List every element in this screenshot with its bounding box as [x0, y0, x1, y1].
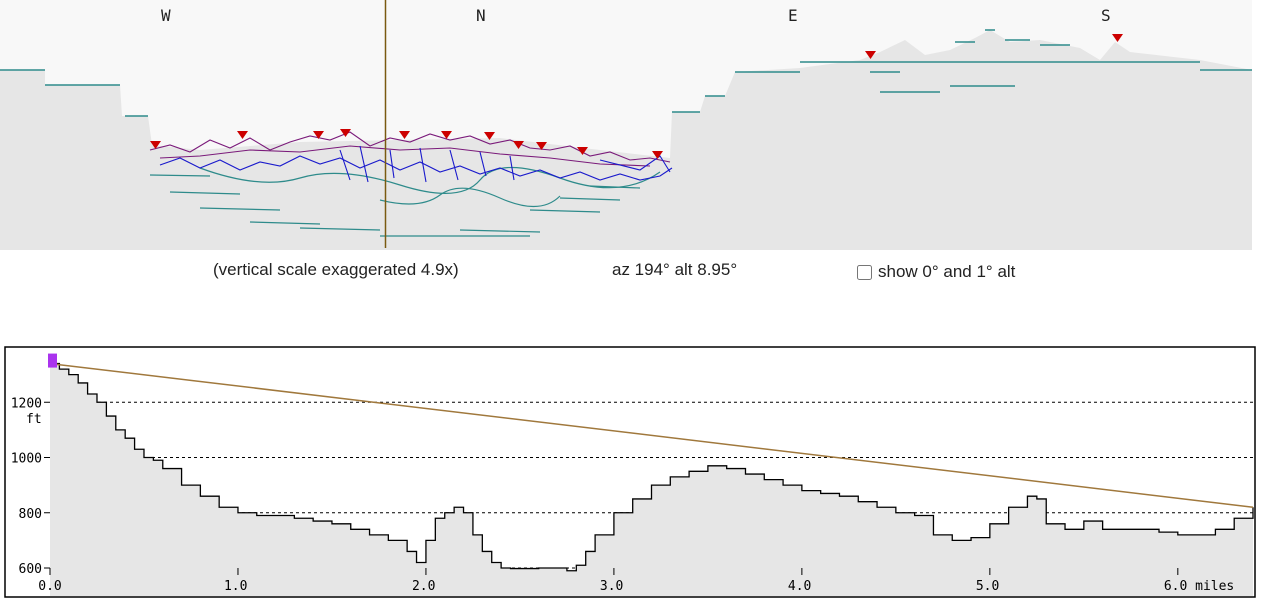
x-tick-label: 6.0 miles	[1164, 579, 1234, 594]
compass-west: W	[161, 6, 171, 25]
peak-marker[interactable]	[313, 131, 324, 139]
peak-marker[interactable]	[536, 142, 547, 150]
peak-marker[interactable]	[513, 141, 524, 149]
elevation-profile-chart[interactable]: 1200 1000 800 600 0.0 1.0 2.0 3.0 4.0 5.0 6.0 mil…	[0, 346, 1261, 604]
x-tick-label: 2.0	[412, 579, 435, 594]
x-tick-label: 3.0	[600, 579, 623, 594]
peak-marker[interactable]	[399, 131, 410, 139]
peak-marker[interactable]	[150, 141, 161, 149]
y-axis-unit: ft	[26, 412, 42, 427]
x-axis-ticks: 0.0 1.0 2.0 3.0 4.0 5.0 6.0 miles	[38, 568, 1234, 594]
y-tick-label: 600	[19, 562, 42, 577]
show-alt-lines-toggle[interactable]: show 0° and 1° alt	[857, 260, 1015, 284]
x-tick-label: 4.0	[788, 579, 811, 594]
far-ridge-lines	[0, 29, 1252, 117]
peak-marker[interactable]	[865, 51, 876, 59]
x-tick-label: 5.0	[976, 579, 999, 594]
peak-markers	[150, 34, 1123, 159]
near-ridge-lines	[149, 166, 661, 237]
show-alt-lines-checkbox[interactable]	[857, 264, 872, 280]
x-tick-label: 1.0	[224, 579, 247, 594]
peak-marker[interactable]	[237, 131, 248, 139]
y-tick-label: 1000	[11, 452, 42, 467]
compass-east: E	[788, 6, 798, 25]
peak-marker[interactable]	[652, 151, 663, 159]
y-tick-label: 1200	[11, 396, 42, 411]
view-direction-readout: az 194° alt 8.95°	[612, 260, 738, 279]
compass-south: S	[1101, 6, 1111, 25]
x-tick-label: 0.0	[38, 579, 61, 594]
peak-marker[interactable]	[484, 132, 495, 140]
compass-north: N	[476, 6, 486, 25]
peak-marker[interactable]	[340, 129, 351, 137]
show-alt-lines-label: show 0° and 1° alt	[878, 262, 1016, 281]
horizon-silhouette	[0, 30, 1252, 250]
peak-marker[interactable]	[1112, 34, 1123, 42]
vertical-scale-caption: (vertical scale exaggerated 4.9x)	[213, 260, 459, 279]
panorama-view[interactable]	[0, 0, 1252, 250]
y-tick-label: 800	[19, 507, 42, 522]
observer-marker[interactable]	[48, 353, 57, 368]
terrain-profile-line	[50, 362, 1254, 572]
y-axis-ticks: 1200 1000 800 600	[11, 396, 50, 577]
peak-marker[interactable]	[441, 131, 452, 139]
peak-marker[interactable]	[577, 147, 588, 155]
line-of-sight	[49, 362, 1254, 508]
